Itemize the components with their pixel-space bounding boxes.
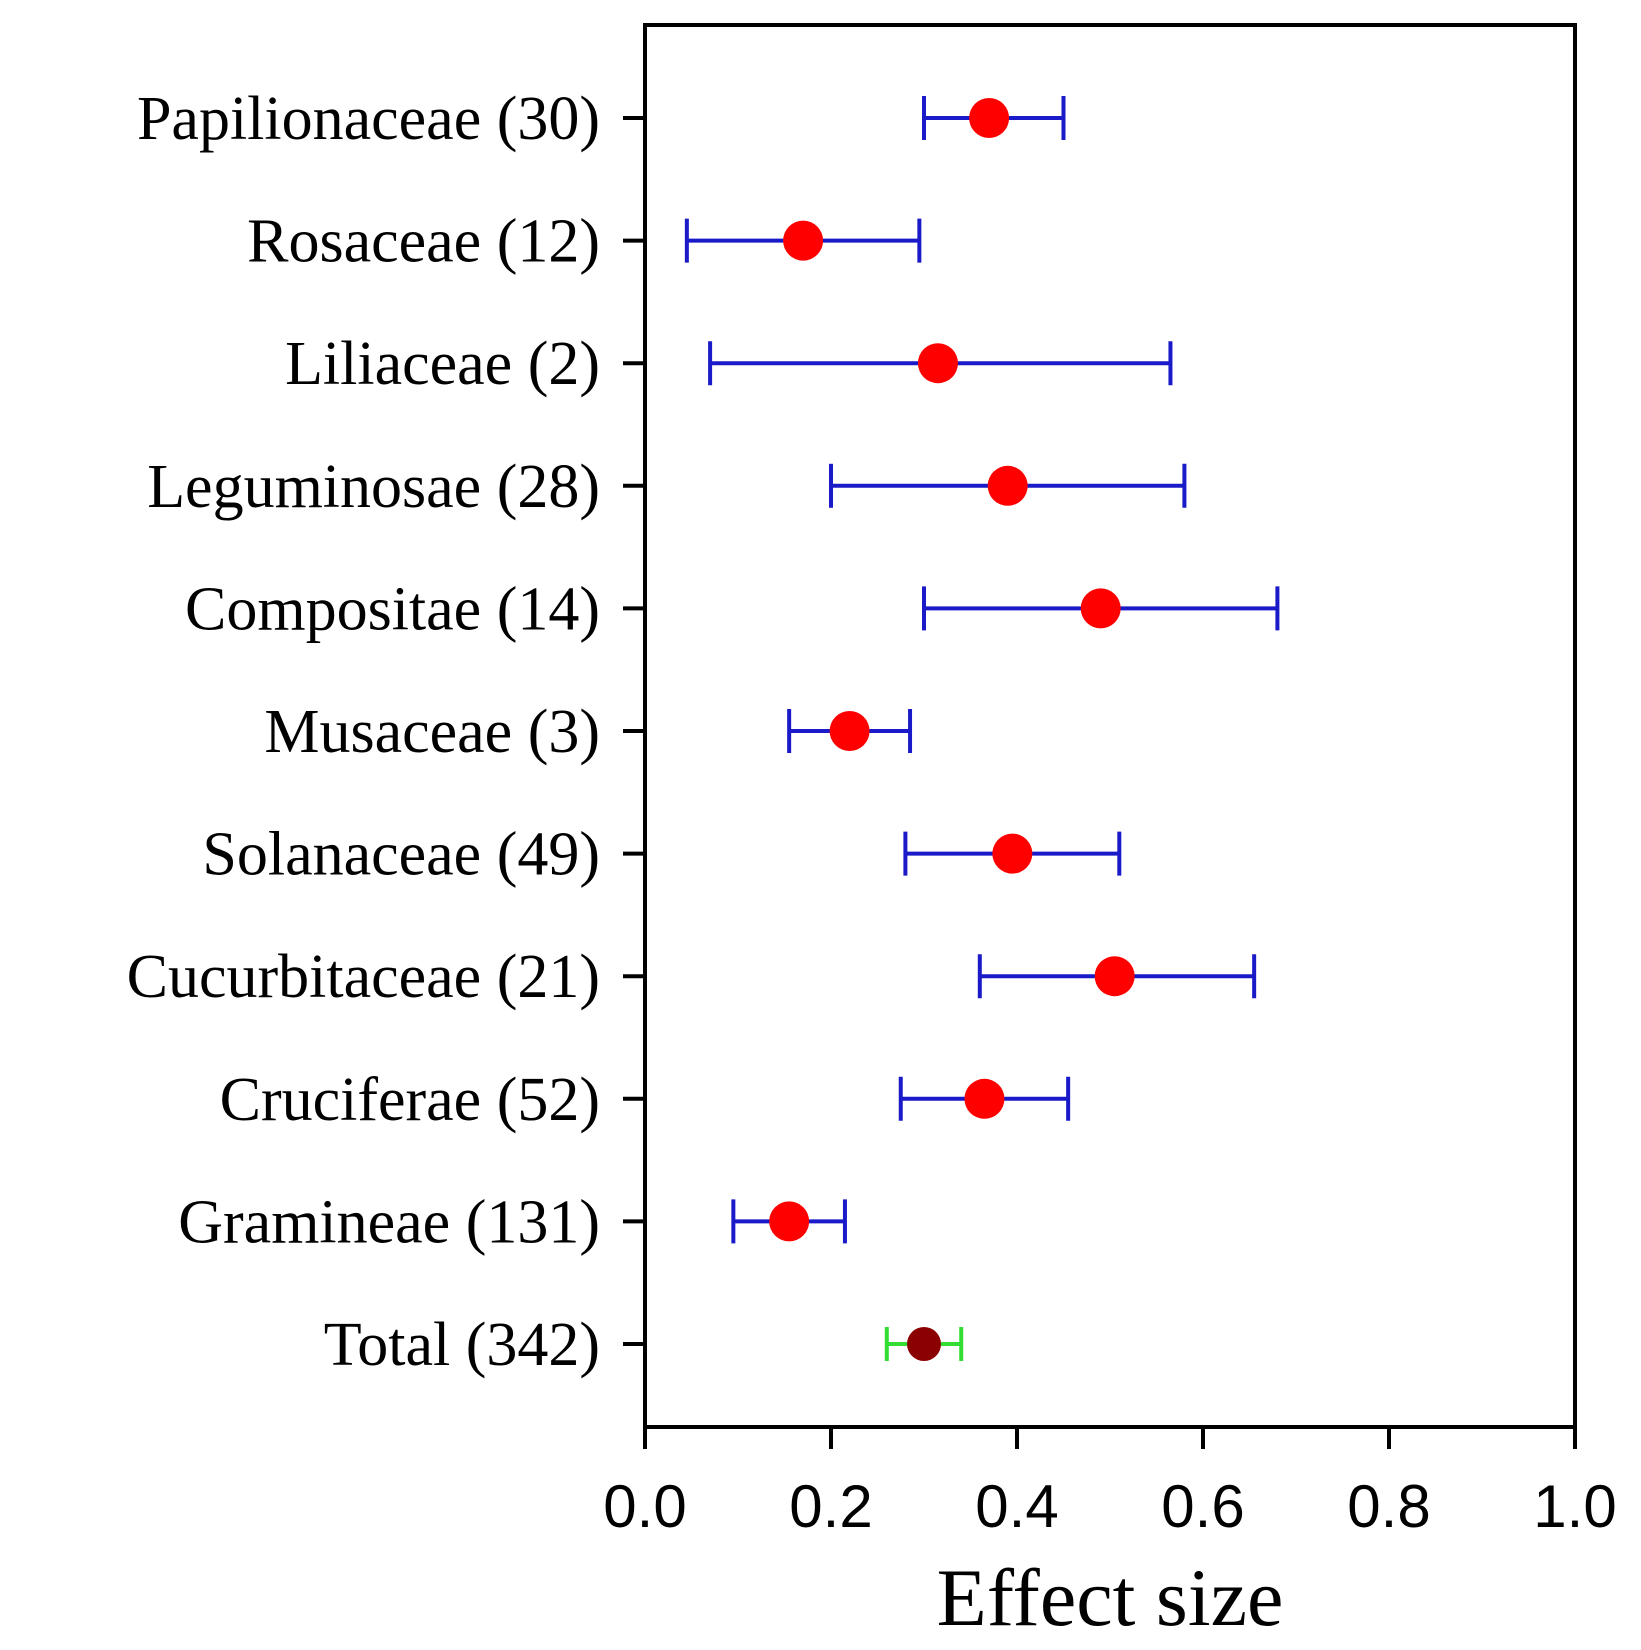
row-label: Cruciferae (52) xyxy=(220,1066,600,1134)
effect-point xyxy=(829,711,870,751)
effect-point xyxy=(964,1078,1005,1119)
x-tick-label: 0.2 xyxy=(789,1473,872,1540)
row-label: Total (342) xyxy=(324,1311,600,1379)
row-label: Musaceae (3) xyxy=(264,698,600,766)
effect-point xyxy=(992,833,1033,874)
effect-point xyxy=(969,98,1010,138)
x-tick-label: 0.4 xyxy=(975,1473,1058,1540)
x-tick-label: 0.8 xyxy=(1347,1473,1430,1540)
x-tick-label: 0.6 xyxy=(1161,1473,1244,1540)
effect-point xyxy=(1094,956,1135,997)
effect-point xyxy=(769,1201,810,1242)
plot-frame xyxy=(643,23,1577,1429)
row-label: Papilionaceae (30) xyxy=(137,85,600,153)
axes-group: 0.0 0.2 0.4 0.6 0.8 1.0 xyxy=(603,23,1617,1540)
total-effect-point xyxy=(907,1327,941,1361)
effect-point xyxy=(783,220,824,261)
row-label: Rosaceae (12) xyxy=(247,208,600,276)
intervals-group xyxy=(684,96,1280,1361)
row-label: Gramineae (131) xyxy=(178,1188,600,1256)
x-tick-label: 1.0 xyxy=(1533,1473,1616,1540)
effect-point xyxy=(1080,588,1121,629)
row-label: Compositae (14) xyxy=(185,575,600,643)
row-label: Solanaceae (49) xyxy=(202,821,600,889)
points-group xyxy=(769,98,1135,1361)
labels-group: Papilionaceae (30) Rosaceae (12) Liliaceae… xyxy=(127,85,600,1379)
row-label: Liliaceae (2) xyxy=(285,330,600,398)
effect-point xyxy=(917,343,958,384)
row-label: Leguminosae (28) xyxy=(147,453,600,521)
x-tick-label: 0.0 xyxy=(603,1473,686,1540)
row-label: Cucurbitaceae (21) xyxy=(127,943,600,1011)
x-axis-title: Effect size xyxy=(937,1552,1284,1643)
effect-point xyxy=(987,465,1028,506)
